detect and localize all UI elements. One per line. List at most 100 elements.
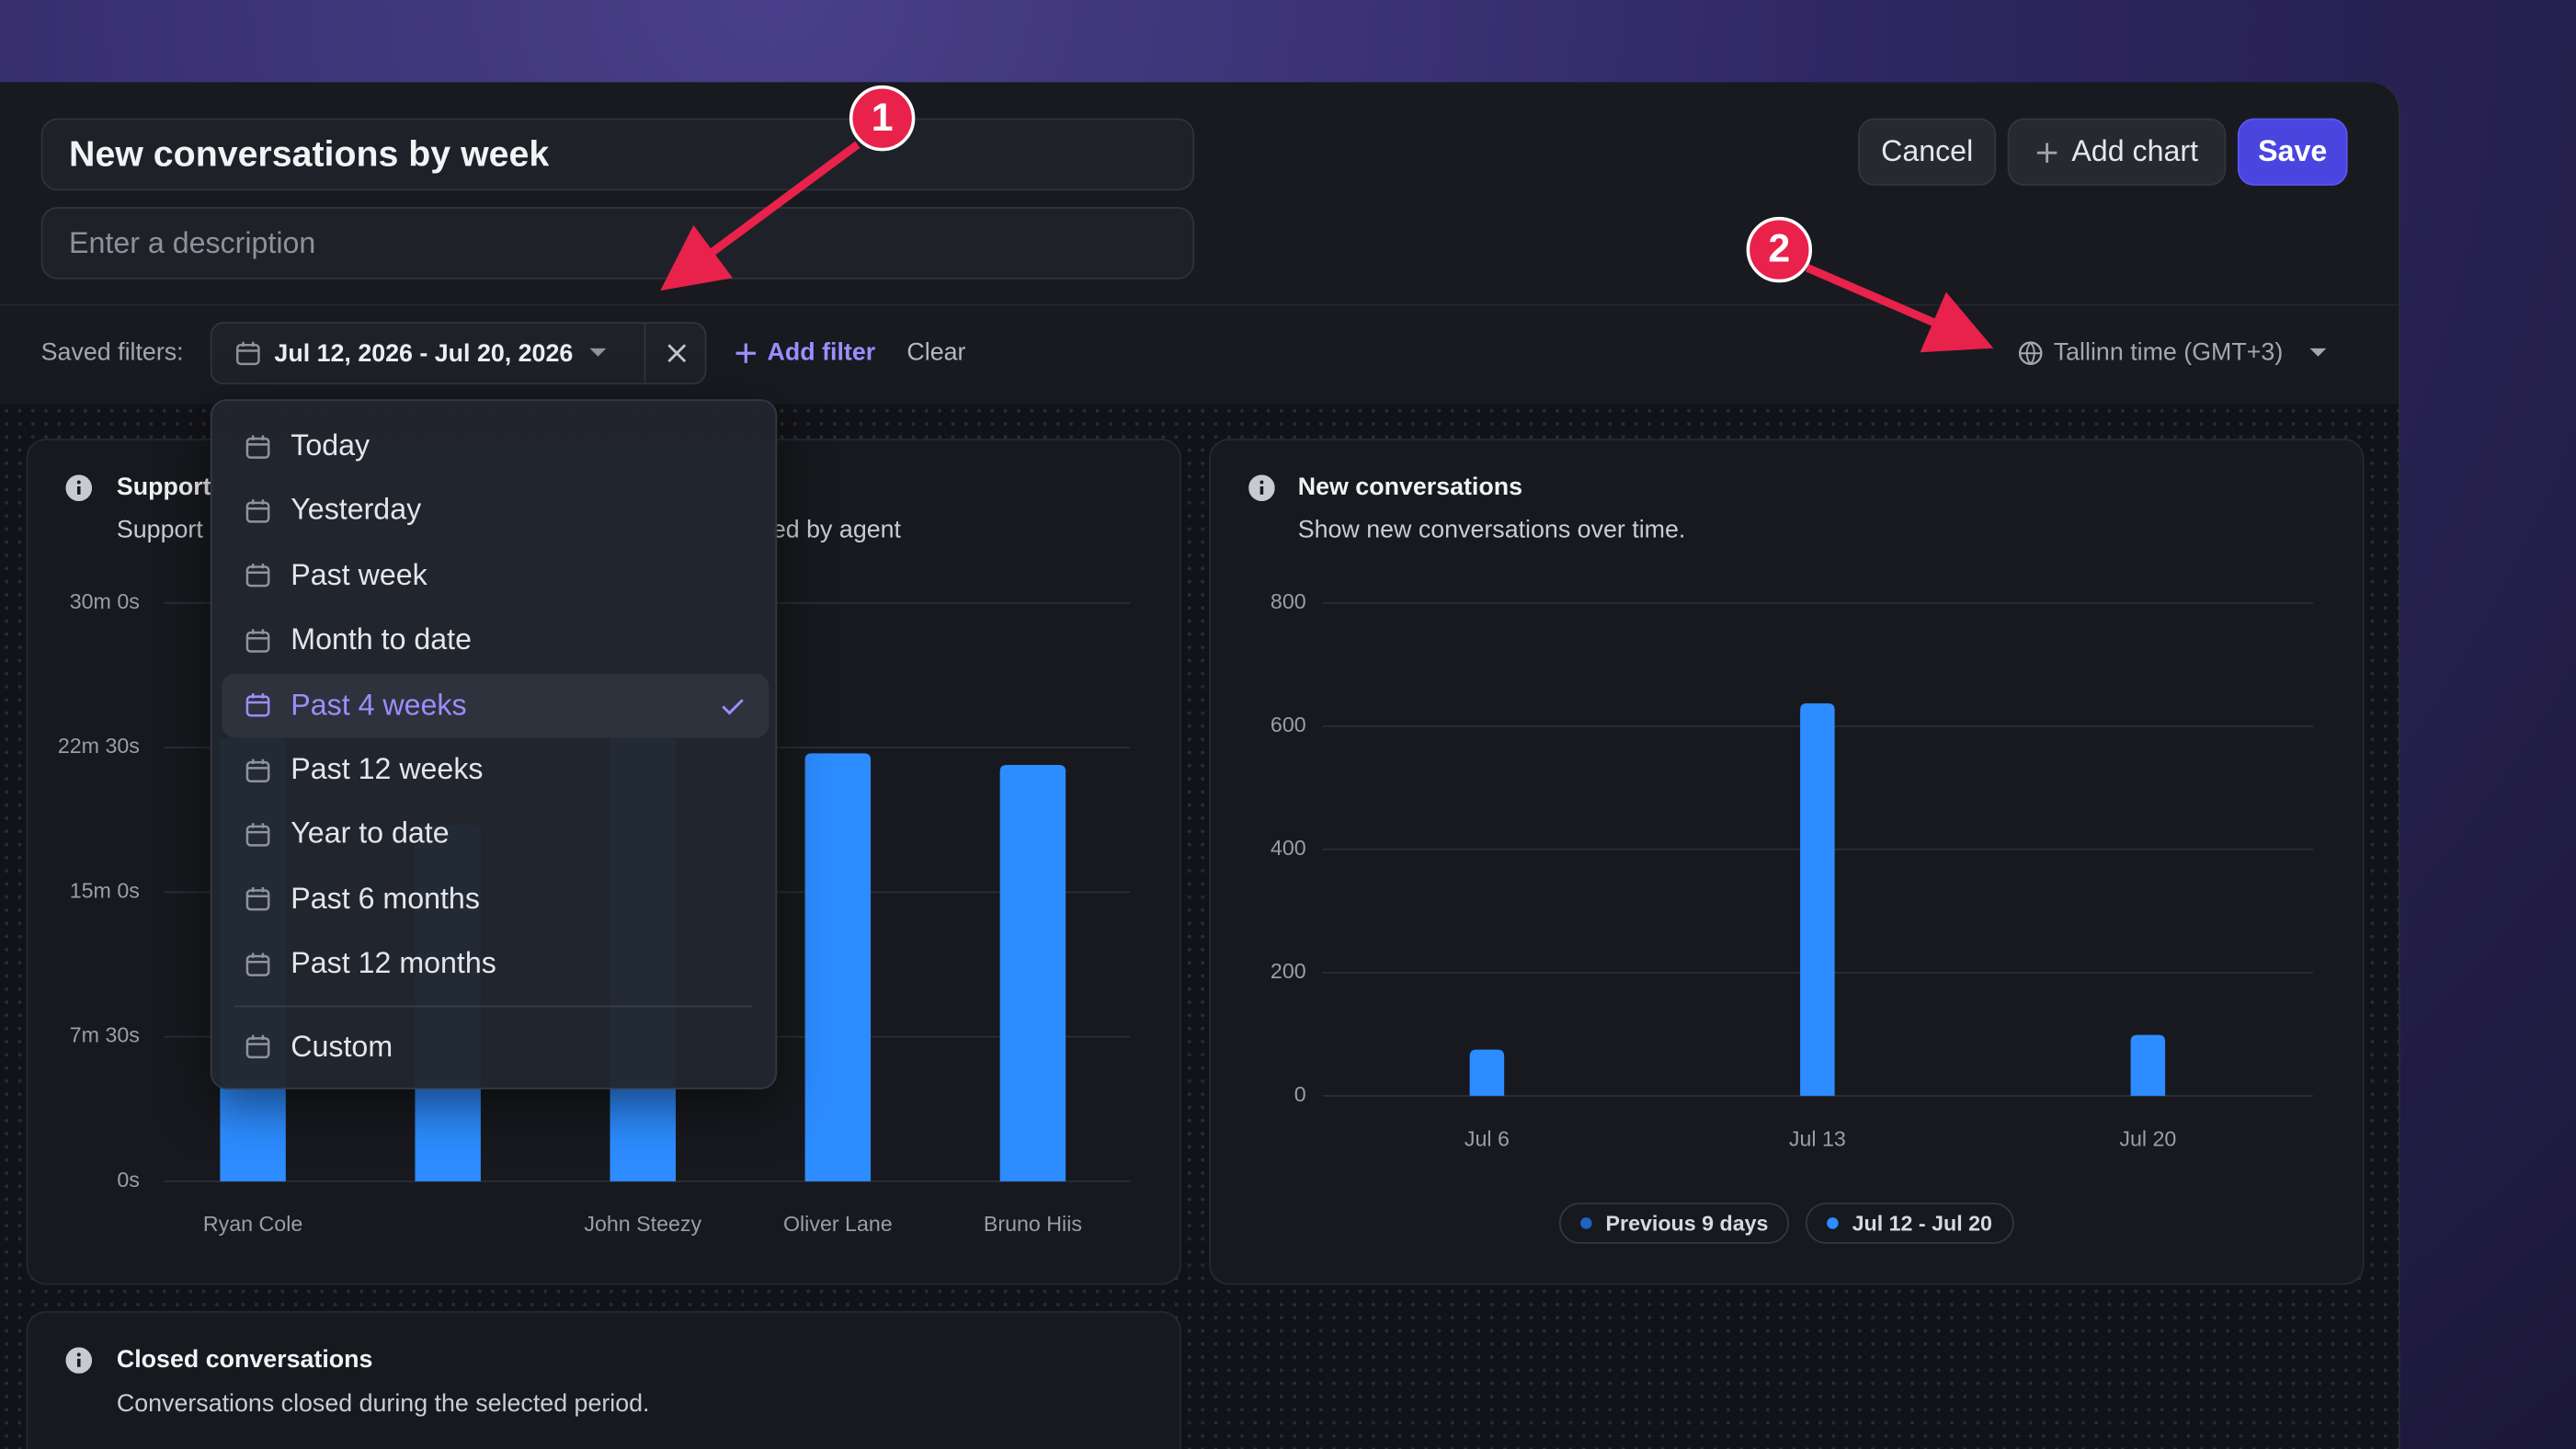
legend-label: Previous 9 days <box>1605 1211 1769 1236</box>
icon-shape <box>245 695 270 717</box>
calendar-icon <box>245 887 270 911</box>
y-tick-label: 600 <box>1271 713 1306 736</box>
icon-shape <box>246 887 269 898</box>
icon-shape <box>245 1037 270 1059</box>
option-label: Past 6 months <box>291 882 480 915</box>
calendar-icon <box>235 341 260 366</box>
y-tick-label: 22m 30s <box>58 734 140 758</box>
x-tick-label: Bruno Hiis <box>984 1212 1082 1236</box>
description-input[interactable]: Enter a description <box>40 207 1195 280</box>
chart-card <box>1209 439 2365 1285</box>
icon-shape <box>246 434 269 445</box>
title-input[interactable]: New conversations by week <box>40 118 1195 191</box>
info-icon <box>65 1347 93 1374</box>
icon-shape <box>246 823 269 834</box>
card-title: New conversations <box>1297 473 1523 502</box>
menu-option[interactable]: Past 12 months <box>222 932 769 997</box>
calendar-icon <box>245 499 270 523</box>
add-filter[interactable]: Add filter <box>767 338 876 367</box>
badge-number: 1 <box>872 96 894 140</box>
y-tick-label: 7m 30s <box>70 1023 140 1047</box>
button-label: Save <box>2258 134 2328 168</box>
clear-icon[interactable] <box>666 342 689 365</box>
icon-shape <box>245 760 270 782</box>
icon-shape <box>246 693 269 704</box>
y-tick-label: 200 <box>1271 959 1306 983</box>
x-tick-label: John Steezy <box>584 1212 701 1236</box>
menu-option[interactable]: Month to date <box>222 609 769 673</box>
info-icon <box>1248 474 1275 502</box>
calendar-icon <box>245 952 270 976</box>
icon-shape <box>245 825 270 847</box>
y-tick-label: 0 <box>1294 1082 1306 1106</box>
option-label: Month to date <box>291 622 473 656</box>
add-chart-button[interactable]: Add chart <box>2007 118 2227 186</box>
x-tick-label: Ryan Cole <box>203 1212 302 1236</box>
timezone[interactable]: Tallinn time (GMT+3) <box>2053 338 2284 367</box>
check-icon <box>722 698 744 714</box>
icon-shape <box>246 564 269 575</box>
x-tick-label: Jul 6 <box>1465 1126 1510 1150</box>
plus-icon <box>2036 142 2057 163</box>
save-button[interactable]: Save <box>2237 118 2348 186</box>
option-label: Past 12 weeks <box>291 752 484 786</box>
badge <box>1746 216 1813 283</box>
menu-option[interactable]: Year to date <box>222 803 769 867</box>
info-icon <box>65 474 93 502</box>
icon-shape <box>245 436 270 459</box>
x-tick-label: Oliver Lane <box>783 1212 893 1236</box>
clear-filters[interactable]: Clear <box>906 338 966 367</box>
icon-shape <box>246 952 269 963</box>
divider <box>234 1004 753 1007</box>
menu-option[interactable]: Yesterday <box>222 479 769 543</box>
date-filter[interactable]: Jul 12, 2026 - Jul 20, 2026 <box>210 322 707 385</box>
legend-swatch <box>1580 1217 1593 1229</box>
option-label: Custom <box>291 1029 393 1063</box>
plus-icon <box>735 343 757 363</box>
legend-label: Jul 12 - Jul 20 <box>1852 1211 1992 1236</box>
menu-option[interactable]: Past 12 weeks <box>222 737 769 802</box>
icon-shape <box>245 501 270 523</box>
globe-icon <box>2018 341 2043 365</box>
date-menu: Today Yesterday Past week Month to date Past… <box>210 399 778 1090</box>
bar <box>999 764 1066 1181</box>
cancel-button[interactable]: Cancel <box>1858 118 1997 186</box>
icon-shape <box>245 889 270 911</box>
option-label: Yesterday <box>291 493 422 527</box>
arrow <box>1805 264 1994 353</box>
x-tick-label: Jul 13 <box>1789 1126 1846 1150</box>
menu-option[interactable]: Past week <box>222 543 769 608</box>
menu-option[interactable]: Past 6 months <box>222 867 769 931</box>
button-label: Add chart <box>2071 134 2199 168</box>
menu-option[interactable]: Today <box>222 414 769 478</box>
legend-item[interactable]: Jul 12 - Jul 20 <box>1806 1203 2014 1244</box>
option-label: Year to date <box>291 816 450 850</box>
calendar-icon <box>245 564 270 588</box>
card-subtitle: Show new conversations over time. <box>1297 516 1686 544</box>
y-tick-label: 15m 0s <box>70 878 140 902</box>
calendar-icon <box>245 628 270 653</box>
calendar-icon <box>245 434 270 459</box>
icon-shape <box>246 758 269 769</box>
x-tick-label: Jul 20 <box>2119 1126 2176 1150</box>
menu-option[interactable]: Custom <box>222 1015 769 1079</box>
icon-shape <box>245 954 270 976</box>
chevron <box>2309 348 2327 357</box>
y-tick-label: 0s <box>117 1168 140 1192</box>
menu-option[interactable]: Past 4 weeks <box>222 672 769 737</box>
card-subtitle: Conversations closed during the selected… <box>116 1389 650 1419</box>
icon-shape <box>245 565 270 588</box>
legend-swatch <box>1827 1217 1840 1229</box>
badge-number: 2 <box>1768 227 1790 271</box>
arrow <box>660 141 861 291</box>
button-label: Cancel <box>1881 134 1974 168</box>
calendar-icon <box>245 823 270 847</box>
chevron <box>589 348 607 357</box>
bar <box>1800 703 1835 1096</box>
legend-item[interactable]: Previous 9 days <box>1559 1203 1790 1244</box>
bar <box>804 753 872 1181</box>
icon-shape <box>245 631 270 653</box>
